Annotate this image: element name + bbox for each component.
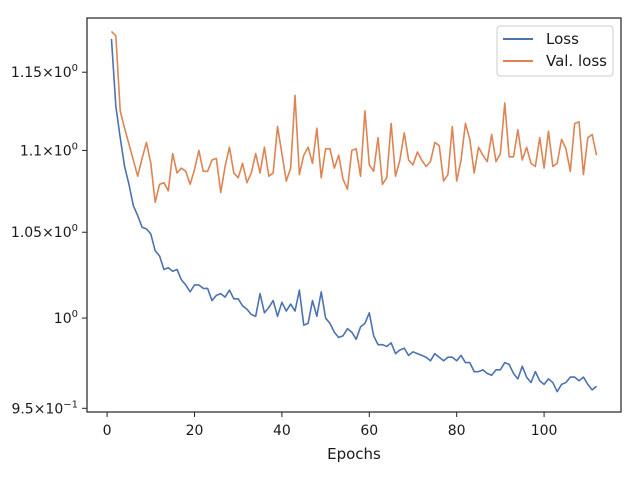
x-tick-label: 80 [448, 423, 466, 439]
plot-frame [86, 17, 622, 413]
x-tick-label: 0 [103, 423, 112, 439]
y-axis: 9.5×10−1 100 1.05×100 1.1×100 1.15×100 [11, 63, 87, 417]
y-tick-label: 1.05×100 [11, 223, 78, 241]
legend: Loss Val. loss [496, 25, 614, 77]
legend-label-val-loss: Val. loss [546, 52, 607, 70]
legend-label-loss: Loss [546, 30, 579, 48]
x-tick-label: 20 [186, 423, 204, 439]
x-axis-label: Epochs [327, 445, 381, 463]
x-tick-label: 40 [273, 423, 291, 439]
series-line-loss [110, 38, 598, 393]
y-tick-label: 1.1×100 [20, 141, 78, 159]
y-tick-label: 1.15×100 [11, 63, 78, 81]
x-axis: 0 20 40 60 80 100 [103, 412, 558, 439]
x-tick-label: 100 [531, 423, 558, 439]
y-tick-label: 9.5×10−1 [11, 399, 78, 417]
plot-lines [110, 30, 598, 393]
x-tick-label: 60 [360, 423, 378, 439]
y-tick-label: 100 [54, 309, 78, 327]
series-line-val-loss [110, 30, 598, 204]
